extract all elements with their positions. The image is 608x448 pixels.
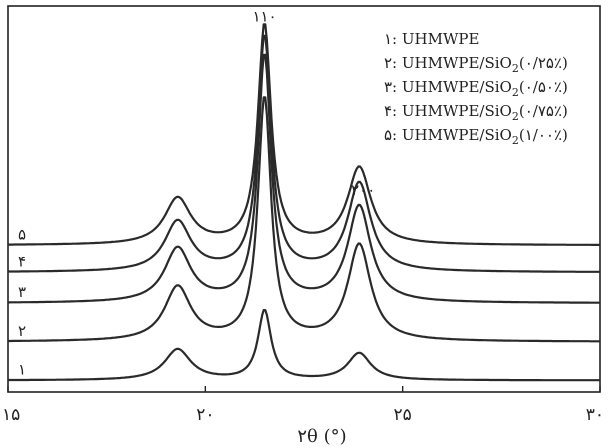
curve-label-3: ۳ [18,283,26,301]
legend-entry-5: ۵: UHMWPE/SiO2(۱/۰۰٪) [384,126,568,147]
series-line-4 [8,34,600,273]
x-tick-label-2: ۲۰ [196,405,214,425]
x-tick-label-3: ۲۵ [394,405,412,425]
series-line-1 [8,309,600,382]
legend-entry-1: ۱: UHMWPE [384,30,479,48]
curve-label-1: ۱ [18,360,26,378]
series-line-2 [8,96,600,343]
x-tick-label-1: ۱۵ [2,405,20,425]
curve-labels: ۱ ۲ ۳ ۴ ۵ [18,225,26,378]
legend: ۱: UHMWPE ۲: UHMWPE/SiO2(۰/۲۵٪) ۳: UHMWPE/… [384,30,568,147]
curve-label-5: ۵ [18,225,26,243]
legend-entry-4: ۴: UHMWPE/SiO2(۰/۷۵٪) [384,102,568,123]
plot-frame [7,5,601,393]
curve-label-4: ۴ [18,252,26,270]
series-line-3 [8,53,600,304]
x-tick-label-4: ۳۰ [586,405,604,425]
curves [8,23,600,382]
x-axis-ticks: ۱۵ ۲۰ ۲۵ ۳۰ [2,386,604,425]
legend-entry-3: ۳: UHMWPE/SiO2(۰/۵۰٪) [384,78,568,99]
curve-label-2: ۲ [18,322,26,340]
peak-labels: ۱۱۰ ۲۰۰ [252,7,375,199]
peak-label-1: ۱۱۰ [252,7,276,25]
x-axis-title: ۲θ (°) [297,426,346,447]
series-line-5 [8,23,600,246]
legend-entry-2: ۲: UHMWPE/SiO2(۰/۲۵٪) [384,54,568,75]
peak-label-2: ۲۰۰ [351,181,375,199]
